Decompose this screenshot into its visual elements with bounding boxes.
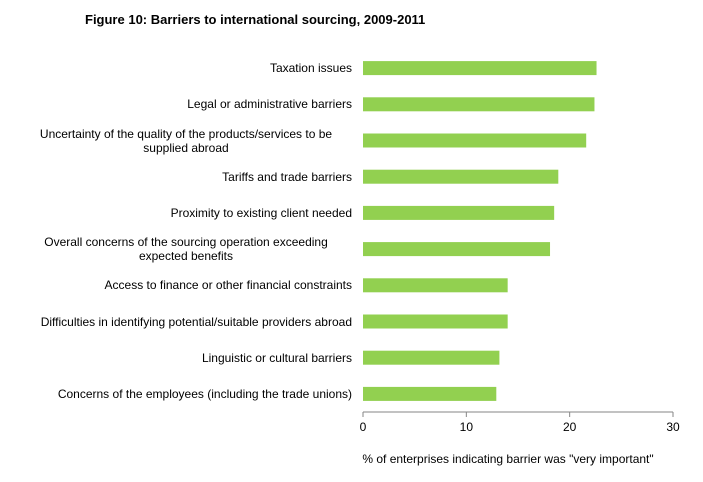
bar	[363, 205, 555, 220]
y-tick-label-box: Difficulties in identifying potential/su…	[20, 304, 352, 340]
bar	[363, 242, 551, 257]
bar	[363, 278, 508, 293]
y-tick-label: Uncertainty of the quality of the produc…	[39, 126, 333, 155]
bar	[363, 97, 595, 112]
y-tick-label: Overall concerns of the sourcing operati…	[44, 235, 328, 264]
y-tick-label-box: Linguistic or cultural barriers	[20, 340, 352, 376]
y-tick-label: Difficulties in identifying potential/su…	[40, 314, 352, 329]
bar	[363, 61, 597, 76]
bar	[363, 314, 508, 329]
y-tick-label: Legal or administrative barriers	[187, 97, 352, 112]
y-tick-label-box: Concerns of the employees (including the…	[20, 376, 352, 412]
x-tick-label: 30	[666, 420, 680, 434]
y-tick-label: Taxation issues	[269, 61, 352, 76]
bar	[363, 386, 497, 401]
bar	[363, 133, 587, 148]
x-tick-label: 10	[460, 420, 474, 434]
chart-title: Figure 10: Barriers to international sou…	[85, 12, 426, 27]
x-axis-label: % of enterprises indicating barrier was …	[362, 452, 654, 466]
x-tick-label: 0	[360, 420, 367, 434]
bar	[363, 350, 500, 365]
y-tick-label-box: Access to finance or other financial con…	[20, 267, 352, 303]
y-tick-label: Concerns of the employees (including the…	[57, 386, 352, 401]
y-tick-label-box: Tariffs and trade barriers	[20, 159, 352, 195]
x-tick-label: 20	[563, 420, 577, 434]
y-tick-label: Proximity to existing client needed	[170, 205, 352, 220]
y-tick-label-box: Taxation issues	[20, 50, 352, 86]
y-tick-label-box: Uncertainty of the quality of the produc…	[20, 123, 352, 159]
y-tick-label-box: Overall concerns of the sourcing operati…	[20, 231, 352, 267]
y-tick-label-box: Legal or administrative barriers	[20, 86, 352, 122]
bar	[363, 169, 559, 184]
y-tick-label: Access to finance or other financial con…	[104, 278, 352, 293]
y-tick-label: Linguistic or cultural barriers	[201, 350, 352, 365]
y-tick-label-box: Proximity to existing client needed	[20, 195, 352, 231]
y-tick-label: Tariffs and trade barriers	[222, 169, 352, 184]
